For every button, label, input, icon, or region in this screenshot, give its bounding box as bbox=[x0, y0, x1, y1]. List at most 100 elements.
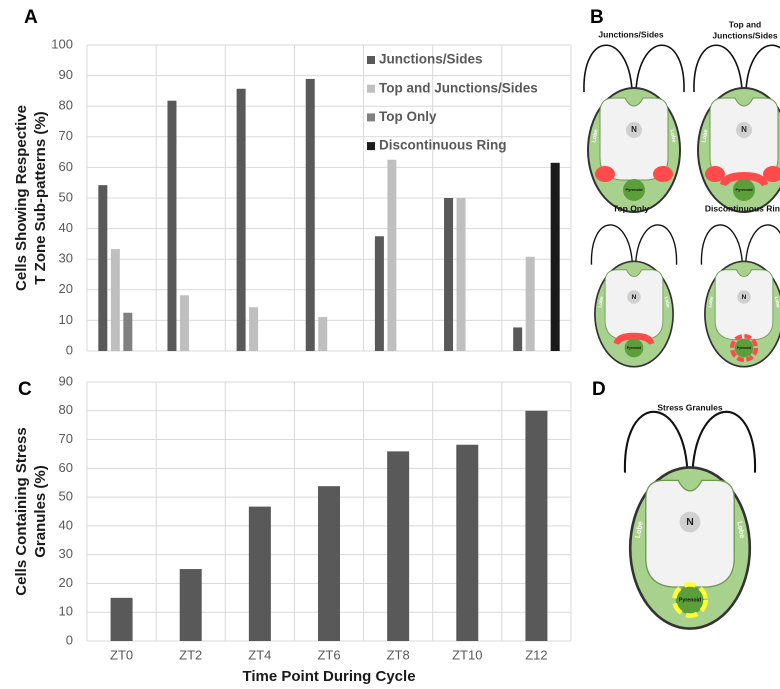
bar bbox=[111, 249, 120, 351]
nucleus-label: N bbox=[741, 125, 747, 134]
cell-title: Stress Granules bbox=[657, 402, 722, 412]
bar bbox=[123, 313, 132, 351]
x-tick-label: ZT4 bbox=[248, 647, 271, 662]
bar bbox=[318, 486, 340, 641]
flagellum bbox=[584, 45, 632, 92]
x-tick-label: ZT6 bbox=[317, 647, 340, 662]
y-tick-label: 90 bbox=[59, 373, 73, 388]
bar bbox=[526, 257, 535, 351]
y-tick-label: 60 bbox=[59, 460, 73, 475]
bar bbox=[456, 445, 478, 641]
y-tick-label: 20 bbox=[59, 281, 73, 296]
x-tick-label: ZT0 bbox=[110, 647, 133, 662]
y-tick-label: 100 bbox=[51, 36, 73, 51]
y-tick-label: 40 bbox=[59, 220, 73, 235]
y-tick-label: 10 bbox=[59, 604, 73, 619]
bar bbox=[525, 411, 547, 641]
legend-label: Junctions/Sides bbox=[379, 52, 483, 67]
junction-signal bbox=[595, 166, 615, 182]
legend-swatch bbox=[367, 56, 375, 64]
y-tick-label: 10 bbox=[59, 312, 73, 327]
y-tick-label: 50 bbox=[59, 189, 73, 204]
y-axis-label: T Zone Sub-patterns (%) bbox=[32, 111, 49, 284]
flagellum bbox=[591, 225, 632, 265]
flagellum bbox=[636, 45, 684, 92]
bar bbox=[249, 507, 271, 641]
panel-label: A bbox=[24, 7, 38, 28]
pyrenoid-label: Pyrenoid bbox=[625, 187, 643, 192]
bar bbox=[237, 89, 246, 351]
bar bbox=[551, 163, 560, 351]
cell-title: Discontinuous Ring bbox=[705, 203, 780, 213]
flagellum bbox=[636, 225, 677, 265]
bar bbox=[111, 598, 133, 641]
bar bbox=[249, 307, 258, 351]
x-tick-label: ZT10 bbox=[452, 647, 482, 662]
x-tick-label: Z12 bbox=[525, 647, 547, 662]
y-tick-label: 40 bbox=[59, 517, 73, 532]
x-tick-label: ZT8 bbox=[387, 647, 410, 662]
y-tick-label: 90 bbox=[59, 67, 73, 82]
flagellum bbox=[625, 412, 687, 473]
y-tick-label: 80 bbox=[59, 98, 73, 113]
bar bbox=[387, 451, 409, 641]
pyrenoid-label: Pyrenoid bbox=[627, 346, 642, 350]
x-tick-label: ZT2 bbox=[179, 647, 202, 662]
nucleus-label: N bbox=[631, 125, 637, 134]
y-tick-label: 30 bbox=[59, 251, 73, 266]
junction-signal bbox=[705, 166, 725, 182]
y-axis-label: Cells Containing Stress bbox=[13, 427, 30, 595]
cell-title: Junctions/Sides bbox=[712, 30, 777, 40]
flagellum bbox=[746, 225, 780, 265]
cell-diagram: NLobeLobePyrenoid bbox=[701, 225, 780, 367]
pyrenoid-label: Pyrenoid bbox=[679, 597, 701, 603]
nucleus-label: N bbox=[632, 294, 637, 301]
bar bbox=[444, 198, 453, 351]
bar bbox=[457, 198, 466, 351]
y-tick-label: 80 bbox=[59, 402, 73, 417]
bar bbox=[513, 327, 522, 351]
x-axis-label: Time Point During Cycle bbox=[242, 668, 415, 685]
panel-label: D bbox=[592, 379, 606, 400]
legend-swatch bbox=[367, 113, 375, 121]
legend-label: Discontinuous Ring bbox=[379, 138, 507, 153]
panel-label: C bbox=[18, 379, 32, 400]
cell-title: Top Only bbox=[613, 203, 649, 213]
flagellum bbox=[701, 225, 742, 265]
junction-signal bbox=[653, 166, 673, 182]
pyrenoid-label: Pyrenoid bbox=[735, 187, 753, 192]
panel-label: B bbox=[590, 7, 604, 28]
cell-title: Junctions/Sides bbox=[598, 29, 663, 39]
bar bbox=[98, 185, 107, 351]
cell-title: Top and bbox=[729, 19, 761, 29]
flagellum bbox=[693, 412, 755, 473]
legend-label: Top Only bbox=[379, 109, 437, 124]
y-tick-label: 20 bbox=[59, 575, 73, 590]
bar bbox=[387, 160, 396, 351]
y-tick-label: 60 bbox=[59, 159, 73, 174]
y-tick-label: 0 bbox=[66, 342, 73, 357]
bar bbox=[318, 317, 327, 351]
vacuole bbox=[605, 270, 663, 340]
bar bbox=[375, 236, 384, 351]
vacuole bbox=[646, 480, 734, 587]
bar bbox=[180, 295, 189, 351]
legend-swatch bbox=[367, 85, 375, 93]
bar bbox=[306, 79, 315, 351]
figure: A B C D 0102030405060708090100Junctions/… bbox=[0, 0, 780, 689]
flagellum bbox=[746, 45, 780, 92]
bar bbox=[180, 569, 202, 641]
pyrenoid-label: Pyrenoid bbox=[737, 346, 752, 350]
nucleus-label: N bbox=[686, 517, 694, 528]
y-tick-label: 0 bbox=[66, 632, 73, 647]
legend-label: Top and Junctions/Sides bbox=[379, 80, 538, 95]
cell-diagram: NLobeLobePyrenoid bbox=[584, 45, 684, 212]
y-axis-label: Granules (%) bbox=[32, 465, 49, 558]
y-tick-label: 30 bbox=[59, 546, 73, 561]
y-tick-label: 50 bbox=[59, 489, 73, 504]
cell-diagram: NLobeLobePyrenoid bbox=[591, 225, 676, 367]
legend-swatch bbox=[367, 142, 375, 150]
y-tick-label: 70 bbox=[59, 128, 73, 143]
y-axis-label: Cells Showing Respective bbox=[13, 105, 30, 291]
